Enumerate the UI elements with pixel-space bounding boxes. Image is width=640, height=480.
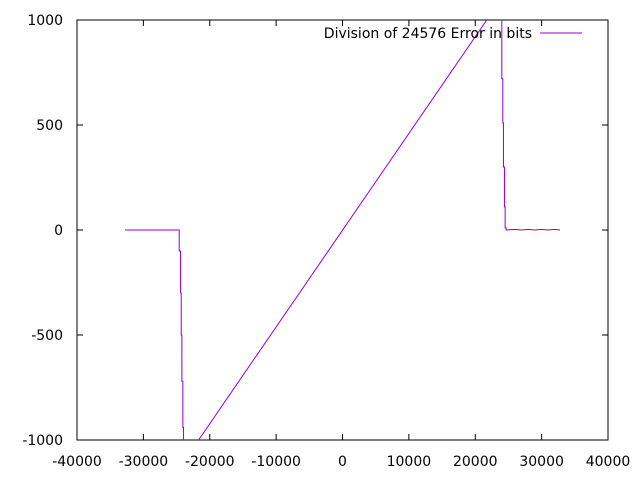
series-line-0 <box>125 20 561 440</box>
y-tick-label: -1000 <box>22 433 63 449</box>
y-tick-label: -500 <box>31 328 63 344</box>
y-tick-labels: -1000 -500 0 500 1000 <box>22 13 63 449</box>
series-group <box>125 20 561 440</box>
x-tick-label: -40000 <box>52 454 102 470</box>
x-tick-label: 20000 <box>453 454 498 470</box>
x-tick-label: -20000 <box>185 454 235 470</box>
x-tick-label: -10000 <box>251 454 301 470</box>
legend: Division of 24576 Error in bits <box>324 26 582 42</box>
x-tick-label: 40000 <box>586 454 631 470</box>
y-tick-label: 1000 <box>27 13 63 29</box>
axis-ticks <box>76 19 609 441</box>
x-tick-label: 10000 <box>387 454 432 470</box>
x-tick-label: 30000 <box>519 454 564 470</box>
x-tick-labels: -40000 -30000 -20000 -10000 0 10000 20000 30000… <box>52 454 630 470</box>
x-tick-label: -30000 <box>119 454 169 470</box>
legend-label: Division of 24576 Error in bits <box>324 26 532 42</box>
y-tick-label: 0 <box>54 223 63 239</box>
y-tick-label: 500 <box>36 118 63 134</box>
x-tick-label: 0 <box>338 454 347 470</box>
